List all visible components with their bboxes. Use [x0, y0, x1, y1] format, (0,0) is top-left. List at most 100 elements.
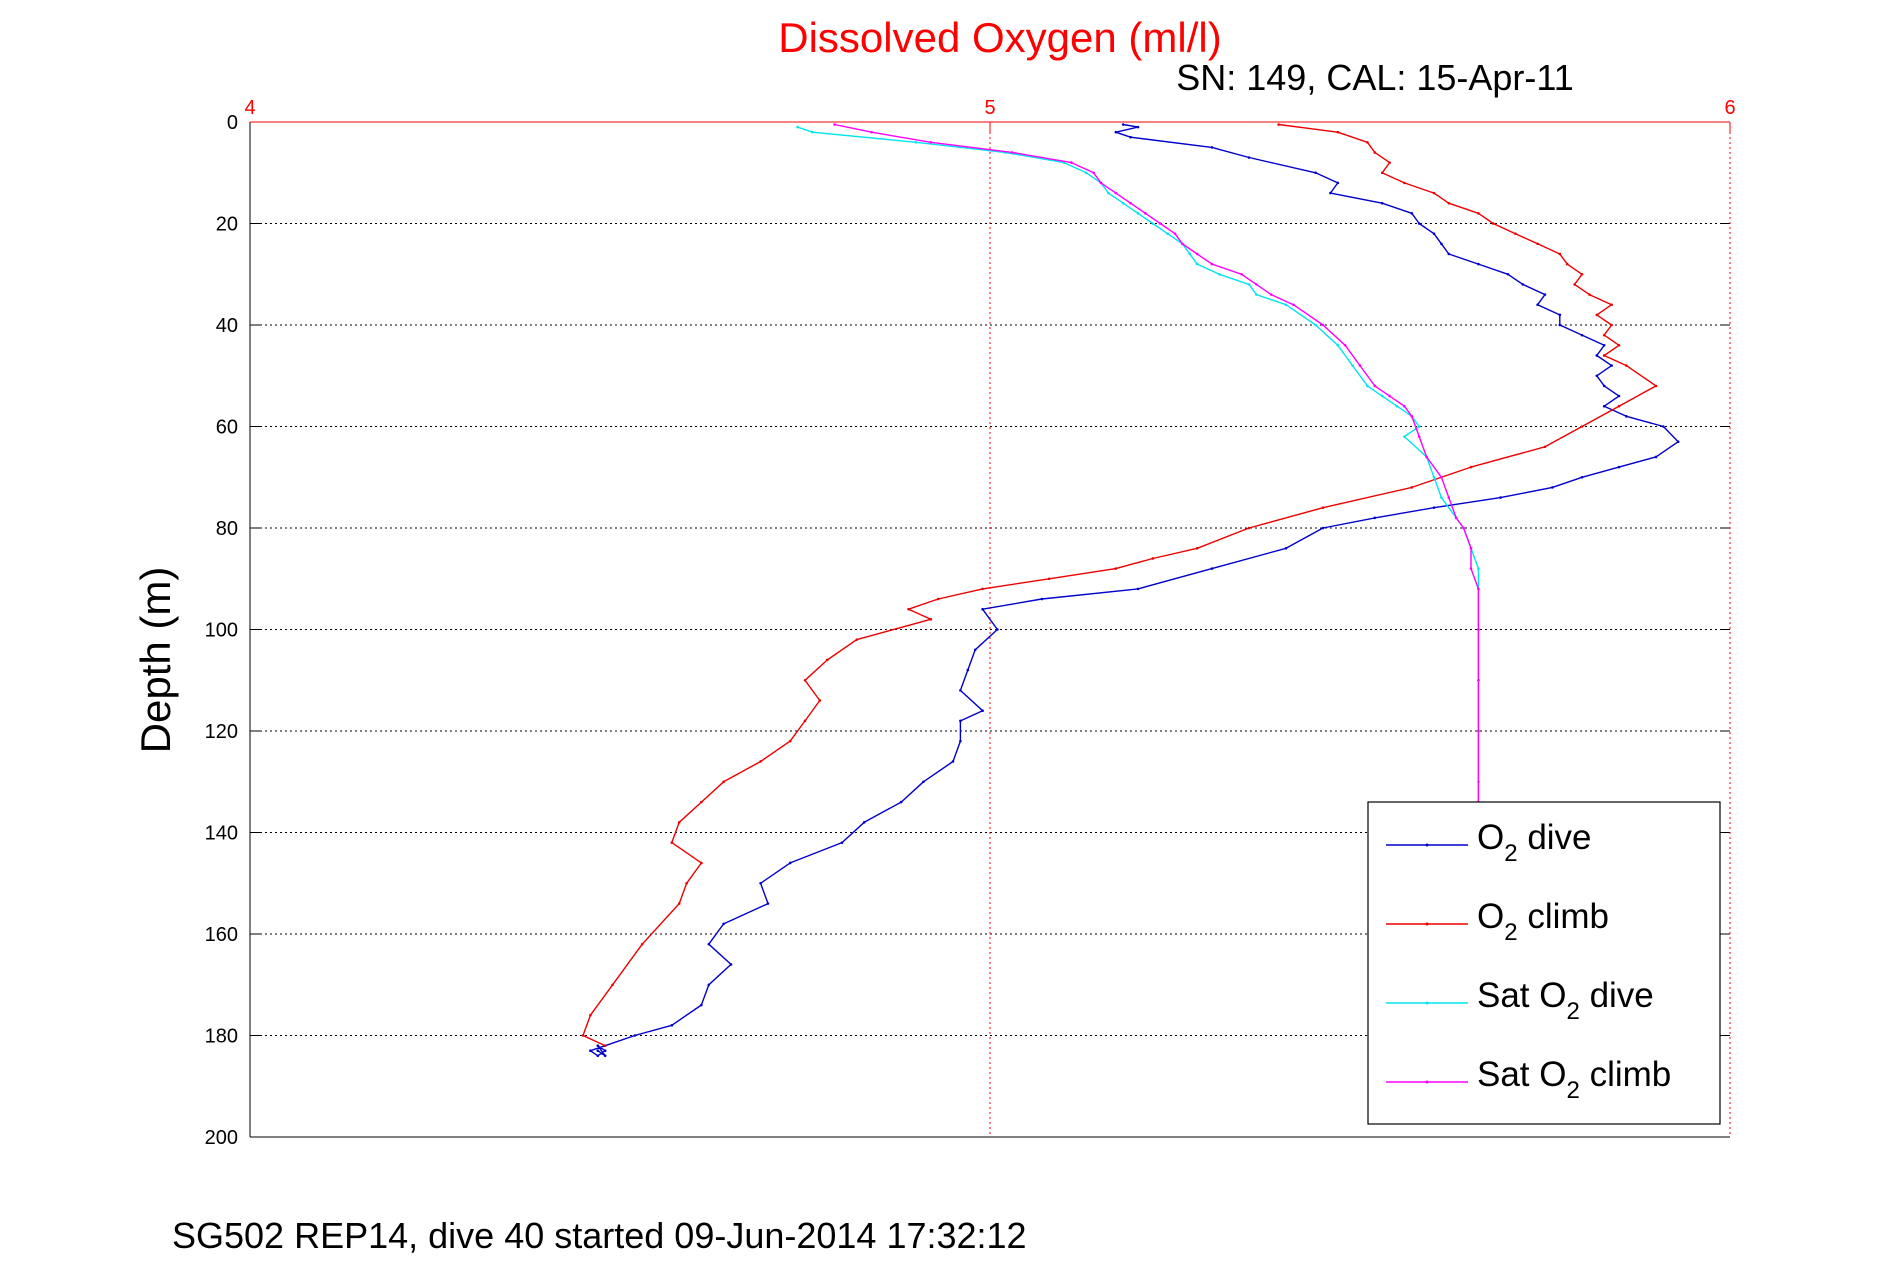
data-point [677, 902, 681, 905]
data-point [996, 628, 999, 631]
data-point [1373, 516, 1377, 520]
data-point [1114, 567, 1118, 570]
data-point [707, 942, 711, 946]
data-point [803, 678, 807, 682]
data-point [1388, 161, 1391, 164]
y-tick-label: 20 [216, 214, 238, 236]
data-point [1447, 496, 1451, 499]
legend: O2 dive O2 climb Sat O2 dive Sat O2 climb [1367, 801, 1721, 1125]
data-point [1195, 252, 1199, 256]
data-point [907, 607, 910, 611]
data-point [589, 1049, 592, 1053]
data-point [700, 800, 703, 804]
data-point [1136, 212, 1140, 215]
data-point [1403, 181, 1406, 185]
data-point [1617, 404, 1621, 408]
data-point [1351, 364, 1354, 367]
data-point [1662, 425, 1665, 428]
data-point [1321, 526, 1325, 530]
data-point [1432, 191, 1436, 195]
data-point [1136, 125, 1140, 129]
data-point [1410, 212, 1414, 215]
legend-marker [1425, 1080, 1429, 1084]
data-point [1255, 283, 1258, 286]
data-point [1506, 272, 1510, 276]
data-point [959, 689, 962, 692]
data-point [1595, 313, 1599, 317]
data-point [611, 983, 614, 987]
data-point [1247, 526, 1251, 530]
data-point [596, 1054, 600, 1058]
data-point [1151, 557, 1155, 560]
data-point [1499, 496, 1502, 499]
data-point [1440, 475, 1443, 479]
data-point [1195, 547, 1199, 550]
x-tick-label: 6 [1724, 97, 1735, 119]
data-point [1469, 465, 1473, 469]
data-point [1380, 171, 1384, 175]
data-point [1218, 272, 1221, 276]
data-point [1410, 415, 1414, 418]
legend-marker [1425, 843, 1429, 847]
data-point [722, 780, 725, 784]
data-point [1040, 597, 1044, 601]
data-point [1432, 232, 1436, 235]
data-point [596, 1049, 600, 1053]
data-point [1158, 222, 1162, 225]
data-point [1432, 506, 1436, 510]
data-point [1284, 303, 1288, 307]
legend-box [1367, 801, 1721, 1125]
data-point [1410, 486, 1414, 489]
legend-label-1: O2 dive [1477, 818, 1592, 867]
data-point [1321, 506, 1325, 510]
data-point [1121, 201, 1125, 205]
data-point [1136, 587, 1140, 591]
y-tick-label: 180 [205, 1026, 238, 1048]
data-point [1595, 354, 1599, 357]
data-point [818, 699, 822, 702]
data-point [1440, 496, 1443, 499]
legend-label-4: Sat O2 climb [1477, 1055, 1671, 1104]
data-point [1084, 171, 1088, 175]
data-point [1247, 156, 1251, 159]
data-point [1144, 212, 1147, 215]
data-point [981, 709, 984, 712]
data-point [1469, 567, 1473, 570]
data-point [670, 1024, 674, 1027]
data-point [1188, 252, 1192, 256]
data-point [899, 800, 903, 804]
data-point [936, 597, 940, 601]
data-point [1343, 344, 1347, 347]
data-point [640, 942, 644, 946]
data-point [1536, 303, 1539, 307]
y-tick-label: 200 [205, 1127, 238, 1149]
data-point [1551, 486, 1554, 489]
grid-lines [250, 122, 1730, 1137]
data-point [1447, 252, 1451, 256]
data-point [1107, 191, 1110, 195]
data-point [581, 1034, 585, 1037]
data-point [1269, 293, 1273, 296]
data-point [796, 125, 799, 129]
axes: 0 20 40 60 80 100 120 140 160 180 200 4 5 6 [205, 97, 1736, 1149]
data-point [1580, 272, 1584, 276]
data-point [922, 780, 925, 784]
data-point [1477, 262, 1480, 266]
data-point [1617, 465, 1621, 469]
data-point [1491, 222, 1495, 225]
data-series [581, 123, 1680, 1058]
data-point [1432, 475, 1436, 479]
data-point [1195, 262, 1199, 266]
data-point [1440, 242, 1443, 246]
data-point [677, 821, 681, 824]
y-tick-label: 100 [205, 620, 238, 642]
data-point [1521, 283, 1525, 286]
data-point [1558, 323, 1562, 327]
data-point [1543, 445, 1547, 449]
data-point [1417, 425, 1421, 428]
data-point [966, 668, 970, 672]
data-point [833, 123, 836, 126]
data-point [1602, 333, 1606, 337]
data-point [1247, 283, 1251, 286]
